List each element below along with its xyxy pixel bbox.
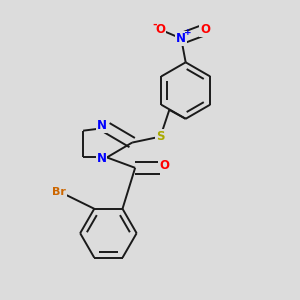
Text: +: +: [184, 28, 192, 37]
Text: N: N: [176, 32, 186, 45]
Text: Br: Br: [52, 187, 66, 196]
Text: N: N: [97, 119, 106, 132]
Text: -: -: [153, 20, 158, 30]
Text: O: O: [155, 23, 165, 36]
Text: O: O: [159, 159, 169, 172]
Text: O: O: [200, 23, 210, 36]
Text: S: S: [156, 130, 165, 143]
Text: N: N: [97, 152, 106, 165]
